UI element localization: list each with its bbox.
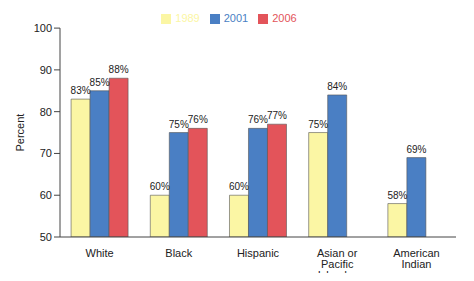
svg-text:100: 100 <box>34 22 52 34</box>
svg-text:69%: 69% <box>406 144 426 155</box>
html-text:1989: 1989 <box>175 12 200 24</box>
svg-text:75%: 75% <box>308 119 328 130</box>
svg-text:80: 80 <box>40 106 52 118</box>
svg-text:Asian orPacificIslander: Asian orPacificIslander <box>317 247 358 273</box>
svg-text:77%: 77% <box>267 110 287 121</box>
svg-text:70: 70 <box>40 147 52 159</box>
svg-text:AmericanIndian: AmericanIndian <box>393 247 439 270</box>
svg-text:60%: 60% <box>229 181 249 192</box>
svg-text:Percent: Percent <box>14 114 26 152</box>
svg-text:85%: 85% <box>90 77 110 88</box>
svg-text:76%: 76% <box>188 114 208 125</box>
html-text:2006: 2006 <box>272 12 297 24</box>
html-text:2001: 2001 <box>223 12 249 24</box>
svg-text:60: 60 <box>40 189 52 201</box>
svg-text:Black: Black <box>165 247 192 259</box>
svg-text:50: 50 <box>40 231 52 243</box>
svg-text:60%: 60% <box>150 181 170 192</box>
svg-text:58%: 58% <box>387 190 407 201</box>
svg-text:White: White <box>86 247 114 259</box>
svg-text:76%: 76% <box>248 114 268 125</box>
svg-text:75%: 75% <box>169 119 189 130</box>
svg-text:Hispanic: Hispanic <box>237 247 280 259</box>
svg-text:84%: 84% <box>327 81 347 92</box>
svg-text:88%: 88% <box>109 64 129 75</box>
svg-text:90: 90 <box>40 64 52 76</box>
svg-text:83%: 83% <box>71 85 91 96</box>
